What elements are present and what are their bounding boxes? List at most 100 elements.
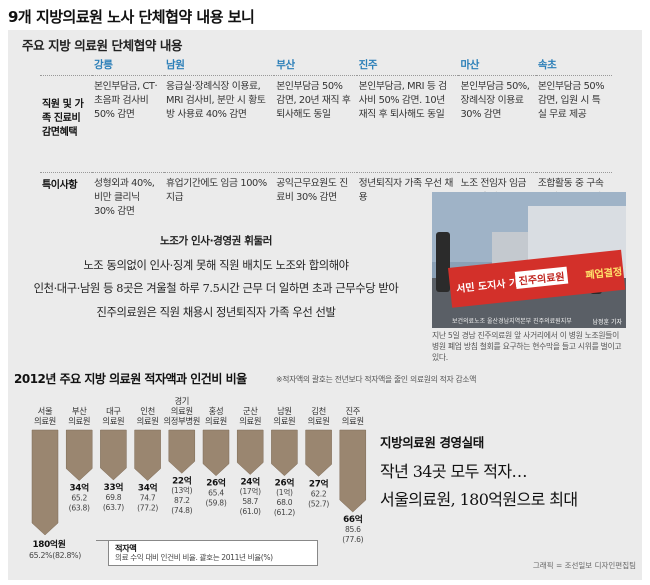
category-label: 부산 (72, 406, 87, 416)
table-cell: 성형외과 40%, 비만 클리닉 30% 감면 (94, 178, 155, 217)
deficit-label: 34억 (69, 482, 89, 494)
deficit-bar (305, 429, 332, 477)
category-label: 의료원 (68, 416, 90, 426)
deficit-bar (236, 429, 264, 475)
table-header-row: 강릉 남원 부산 진주 마산 속초 (40, 55, 612, 76)
table-cell: 정년퇴직자 가족 우선 채용 (358, 178, 454, 203)
table-corner (40, 55, 92, 76)
banner-subtext: 보건의료노조 울산경남지역본부 진주의료원지부 (452, 318, 572, 325)
chart-note: ※적자액의 괄호는 전년보다 적자액을 줄인 의료원의 적자 감소액 (276, 375, 477, 384)
notes-block: 노조가 인사·경영권 휘둘러 노조 동의없이 인사·징계 못해 직원 배치도 노… (0, 230, 432, 324)
graphic-credit: 그래픽 = 조선일보 디자인편집팀 (532, 561, 636, 570)
category-label: 의료원 (205, 416, 227, 426)
table-cell: 응급실·장례식장 이용료, MRI 검사비, 분만 시 황토방 사용료 40% … (164, 75, 275, 173)
category-label: 남원 (277, 406, 292, 416)
row-header: 특이사항 (42, 180, 78, 191)
category-label: 의료원 (102, 416, 124, 426)
ratio-prev-label: (61.0) (240, 507, 261, 516)
legend-title: 적자액 (115, 543, 137, 553)
ratio-prev-label: (63.8) (69, 504, 90, 513)
category-label: 군산 (243, 406, 258, 416)
table-cell: 공익근무요원도 진료비 30% 감면 (276, 178, 348, 203)
column-header: 마산 (458, 55, 536, 76)
ratio-label: 62.2 (311, 489, 327, 498)
deficit-label: 26억 (275, 477, 295, 489)
ratio-prev-label: (61.2) (274, 508, 295, 517)
table-cell: 본인부담금, CT·초음파 검사비 50% 감면 (92, 75, 165, 173)
protest-photo: 서민 도지사 기만이다! 진주의료원 폐업결정 철회하라! 보건의료노조 울산경… (432, 192, 626, 328)
status-headline: 작년 34곳 모두 적자… (380, 462, 527, 481)
ratio-prev-label: (52.7) (308, 499, 329, 508)
ratio-label: 65.4 (208, 489, 224, 498)
status-title: 지방의료원 경영실태 (380, 435, 484, 450)
ratio-label: 85.6 (345, 525, 361, 534)
category-label: 의료원 (239, 416, 261, 426)
category-label: 경기 (174, 396, 189, 406)
deficit-label: 66억 (343, 513, 363, 525)
agreement-table: 강릉 남원 부산 진주 마산 속초 직원 및 가족 진료비 감면혜택 본인부담금… (40, 55, 612, 223)
deficit-bar (271, 429, 298, 477)
agreement-table-title: 주요 지방 의료원 단체협약 내용 (22, 38, 183, 53)
ratio-label: 74.7 (140, 494, 156, 503)
column-header: 강릉 (92, 55, 165, 76)
notes-line: 인천·대구·남원 등 8곳은 겨울철 하루 7.5시간 근무 더 일하면 초과 … (33, 282, 399, 295)
deficit-label: 180억원 (32, 538, 65, 550)
category-label: 의료원 (171, 406, 193, 416)
deficit-label: 26억 (206, 477, 226, 489)
deficit-bar (168, 429, 196, 474)
legend-text: 의료 수익 대비 인건비 비율. 괄호는 2011년 비율(%) (115, 553, 273, 562)
table-cell: 본인부담금 50%, 장례식장 이용료 30% 감면 (458, 75, 536, 173)
ratio-label: 65.2%(82.8%) (29, 551, 81, 560)
category-label: 홍성 (209, 406, 224, 416)
category-label: 김천 (311, 406, 326, 416)
table-cell: 본인부담금, MRI 등 검사비 50% 감면. 10년 재직 후 퇴사해도 동… (356, 75, 459, 173)
ratio-prev-label: (63.7) (103, 503, 124, 512)
category-label: 의료원 (308, 416, 330, 426)
deficit-reduction-label: (13억) (171, 486, 192, 495)
ratio-prev-label: (59.8) (205, 499, 226, 508)
column-header: 부산 (274, 55, 357, 76)
ratio-label: 68.0 (277, 498, 293, 507)
deficit-reduction-label: (1억) (276, 488, 293, 497)
chart-title: 2012년 주요 지방 의료원 적자액과 인건비 비율 (14, 372, 247, 386)
ratio-prev-label: (77.6) (342, 535, 363, 544)
notes-line: 노조 동의없이 인사·징계 못해 직원 배치도 노조와 합의해야 (83, 258, 349, 272)
ratio-prev-label: (74.8) (171, 506, 192, 515)
deficit-bar (134, 429, 161, 481)
deficit-bar (65, 429, 93, 481)
table-cell: 본인부담금 50% 감면, 20년 재직 후 퇴사해도 동일 (274, 75, 357, 173)
status-subheadline: 서울의료원, 180억원으로 최대 (380, 490, 578, 509)
deficit-bar (339, 429, 367, 513)
ratio-label: 69.8 (106, 493, 122, 502)
main-title: 9개 지방의료원 노사 단체협약 내용 보니 (8, 8, 255, 26)
column-header: 진주 (356, 55, 459, 76)
category-label: 인천 (140, 406, 155, 416)
deficit-bar (31, 429, 59, 536)
deficit-reduction-label: (17억) (240, 487, 261, 496)
notes-heading: 노조가 인사·경영권 휘둘러 (160, 235, 272, 247)
category-label: 의료원 (34, 416, 56, 426)
column-header: 속초 (535, 55, 612, 76)
deficit-label: 22억 (172, 474, 192, 486)
table-cell: 휴업기간에도 임금 100% 지급 (166, 178, 267, 203)
category-label: 서울 (38, 406, 53, 416)
photo-credit: 남정훈 기자 (592, 319, 622, 326)
row-header: 직원 및 가족 진료비 감면혜택 (40, 75, 92, 173)
deficit-label: 27억 (309, 477, 329, 489)
photo-person (436, 232, 450, 292)
notes-line: 진주의료원은 직원 채용시 정년퇴직자 가족 우선 선발 (96, 305, 336, 319)
photo-caption: 지난 5일 경남 진주의료원 앞 사거리에서 이 병원 노조원들이 병원 폐업 … (432, 331, 622, 362)
category-label: 의정부병원 (163, 416, 200, 426)
category-label: 진주 (345, 406, 360, 416)
ratio-label: 58.7 (242, 497, 258, 506)
category-label: 의료원 (342, 416, 364, 426)
category-label: 의료원 (137, 416, 159, 426)
deficit-bar (202, 429, 230, 477)
ratio-label: 87.2 (174, 496, 190, 505)
column-header: 남원 (164, 55, 275, 76)
ratio-prev-label: (77.2) (137, 504, 158, 513)
table-row: 직원 및 가족 진료비 감면혜택 본인부담금, CT·초음파 검사비 50% 감… (40, 75, 612, 173)
table-cell: 본인부담금 50% 감면, 입원 시 특실 무료 제공 (535, 75, 612, 173)
category-label: 대구 (106, 406, 121, 416)
